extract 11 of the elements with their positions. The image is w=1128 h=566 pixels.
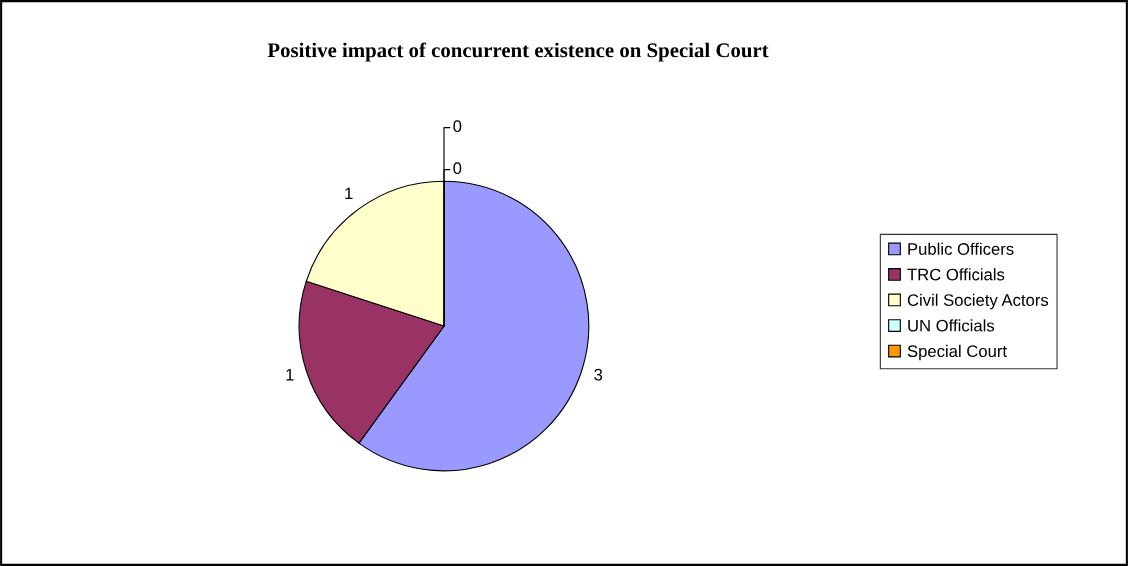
legend-label: Public Officers [908,242,1014,255]
data-label: 1 [286,368,294,381]
data-label: 3 [594,368,603,381]
legend-label: Civil Society Actors [907,293,1049,310]
text: 0 [453,120,462,133]
legend-label: TRC Officials [907,268,1005,281]
legend-label: Special Court [907,344,1007,361]
text: 0 [453,162,462,175]
data-label: 1 [345,187,353,200]
legend-label: UN Officials [908,319,995,332]
chart-title: Positive impact of concurrent existence on Special Court [267,42,769,62]
